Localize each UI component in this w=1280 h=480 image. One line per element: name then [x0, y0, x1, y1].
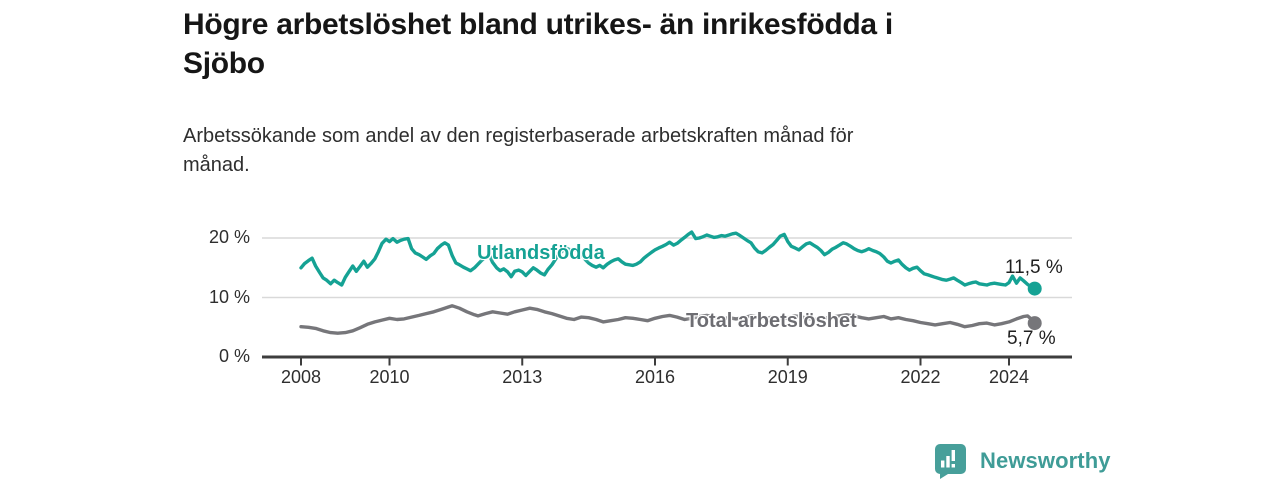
series-line-total: [299, 304, 1037, 335]
subtitle-line-2: månad.: [183, 154, 250, 176]
x-tick-label: 2016: [634, 367, 676, 387]
end-value-label-utlandsfodda: 11,5 %: [1005, 257, 1063, 278]
x-tick-label: 2013: [502, 367, 543, 387]
series-end-dot-utlandsfodda: [1027, 281, 1042, 296]
newsworthy-bar-chart-bubble-icon: [935, 444, 966, 479]
x-tick-label: 2022: [900, 367, 941, 387]
x-tick-label: 2024: [988, 367, 1030, 387]
page-title: Högre arbetslöshet bland utrikes- än inr…: [183, 5, 1083, 83]
newsworthy-logo[interactable]: Newsworthy: [933, 443, 1111, 479]
subtitle-line-1: Arbetssökande som andel av den registerb…: [183, 125, 854, 147]
end-value-label-total: 5,7 %: [1007, 328, 1056, 349]
x-tick-label: 2019: [767, 367, 808, 387]
y-tick-label: 20 %: [208, 227, 250, 247]
y-tick-label: 10 %: [208, 286, 250, 307]
y-tick-label: 0 %: [218, 346, 250, 366]
series-label-total-arbetsloshet: Total arbetslöshet: [686, 310, 857, 332]
series-label-utlandsfodda: Utlandsfödda: [477, 242, 605, 264]
newsworthy-logo-text: Newsworthy: [980, 448, 1111, 473]
title-line-1: Högre arbetslöshet bland utrikes- än inr…: [183, 8, 893, 41]
series-line-utlandsfodda: [299, 230, 1037, 291]
title-line-2: Sjöbo: [183, 47, 265, 80]
x-tick-label: 2010: [369, 367, 410, 387]
chart-subtitle: Arbetssökande som andel av den registerb…: [183, 122, 1063, 180]
x-tick-label: 2008: [280, 367, 322, 387]
